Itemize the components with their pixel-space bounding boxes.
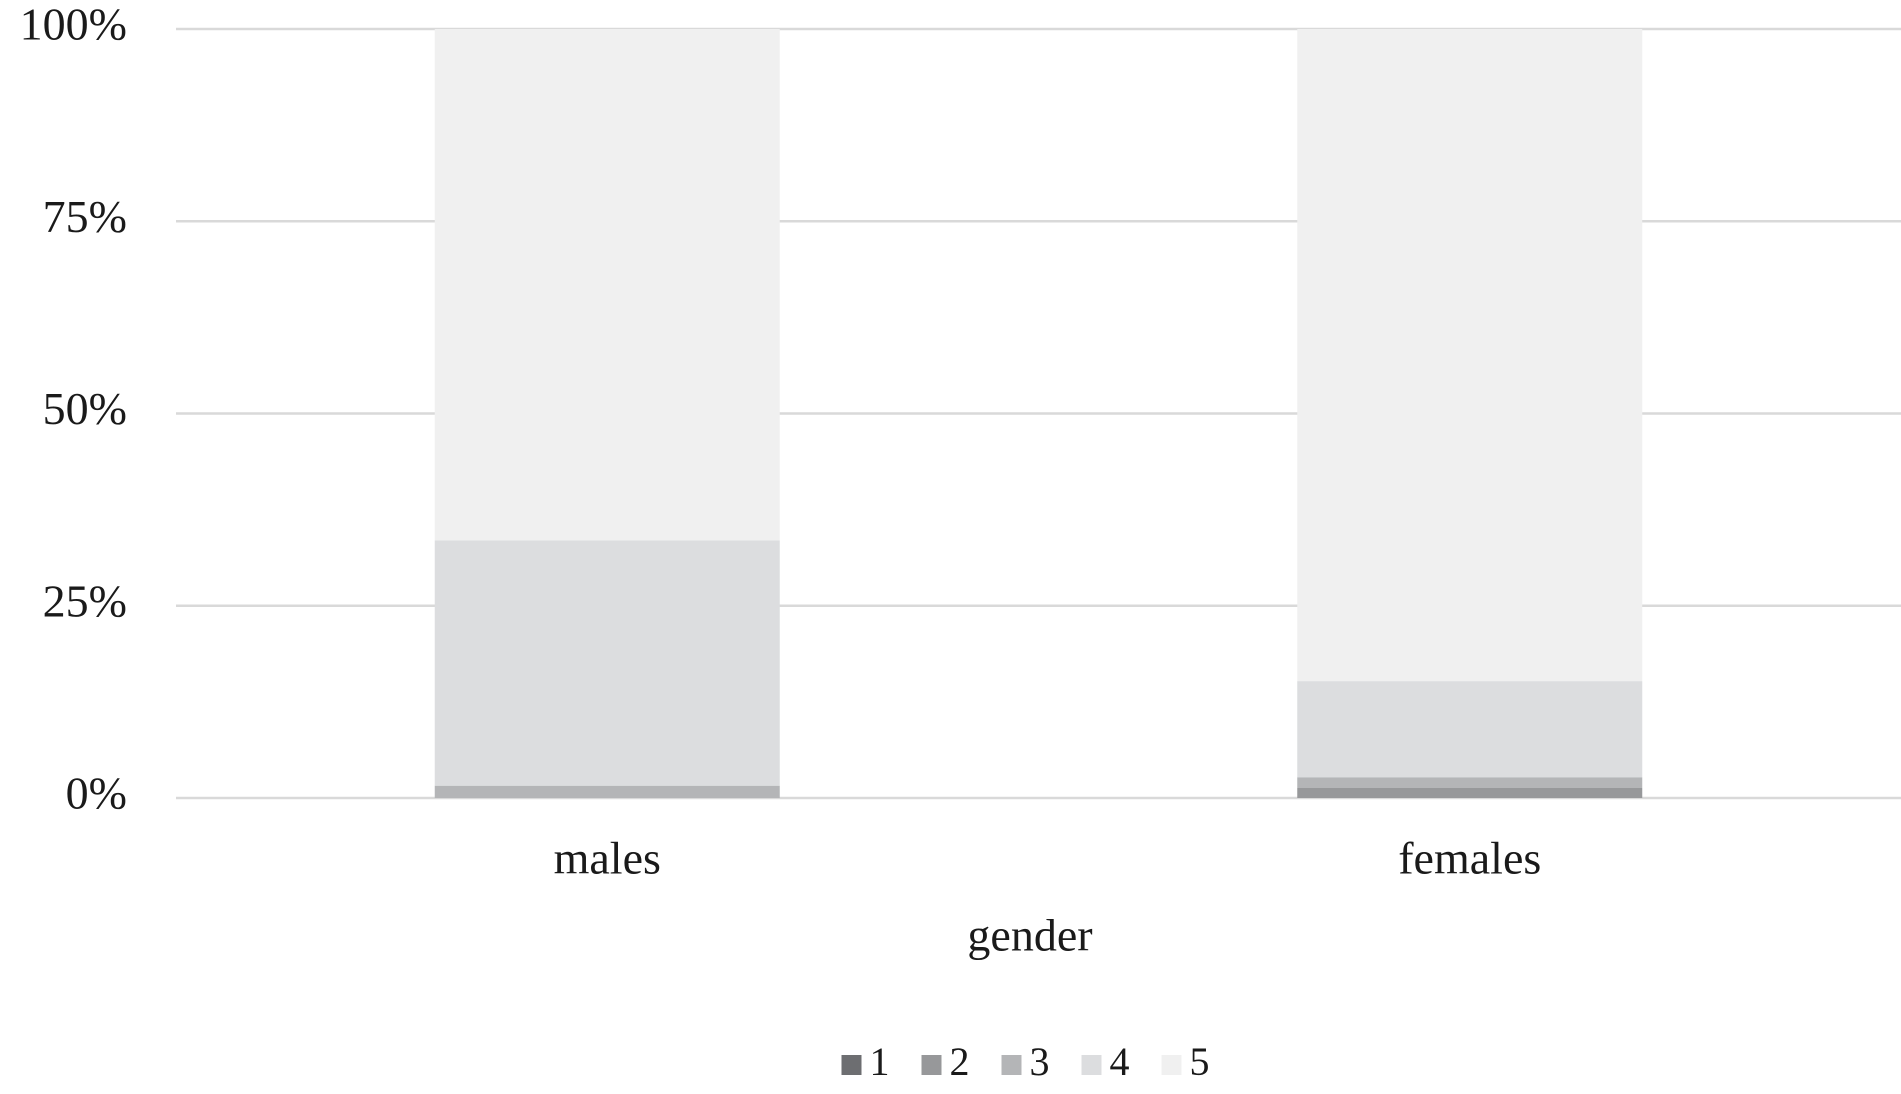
legend-label: 4: [1110, 1039, 1130, 1084]
bar-segment: [1297, 777, 1643, 789]
x-tick-label: females: [1398, 833, 1541, 884]
legend-label: 2: [950, 1039, 970, 1084]
y-tick-label: 0%: [66, 768, 127, 819]
y-tick-label: 75%: [43, 191, 127, 242]
bar-segment: [1297, 29, 1643, 682]
y-tick-label: 25%: [43, 575, 127, 626]
legend-label: 5: [1190, 1039, 1210, 1084]
legend-swatch: [1001, 1055, 1022, 1075]
y-tick-label: 100%: [20, 0, 127, 50]
x-axis-title: gender: [967, 910, 1092, 961]
bar-segment: [434, 785, 780, 798]
legend-swatch: [1081, 1055, 1102, 1075]
legend-label: 1: [870, 1039, 890, 1084]
bar-segment: [434, 29, 780, 541]
legend-swatch: [1161, 1055, 1182, 1075]
legend-swatch: [841, 1055, 862, 1075]
legend-swatch: [921, 1055, 942, 1075]
bar-segment: [434, 540, 780, 786]
y-tick-label: 50%: [43, 383, 127, 434]
legend-label: 3: [1030, 1039, 1050, 1084]
bar-segment: [1297, 788, 1643, 798]
x-tick-label: males: [554, 833, 661, 884]
bar-segment: [1297, 681, 1643, 778]
